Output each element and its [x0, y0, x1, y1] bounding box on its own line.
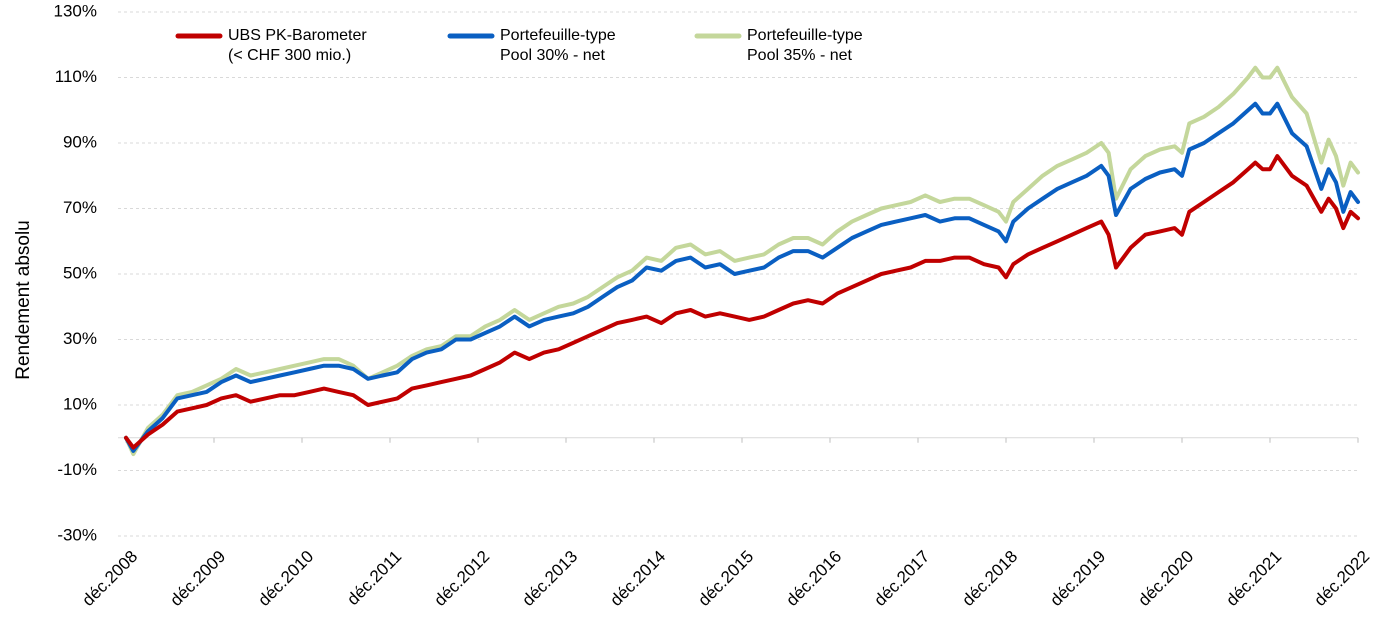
x-tick-label: déc.2011: [343, 547, 405, 609]
legend-label: Pool 30% - net: [500, 47, 606, 64]
y-tick-label: 50%: [63, 263, 97, 282]
x-tick-label: déc.2022: [1310, 547, 1373, 610]
series-line-pool-30: [124, 101, 1360, 453]
y-tick-label: 70%: [63, 198, 97, 217]
x-tick-label: déc.2020: [1134, 547, 1197, 610]
legend: UBS PK-Barometer (< CHF 300 mio.) Portefeu…: [175, 27, 863, 64]
x-tick-label: déc.2016: [782, 547, 845, 610]
series-line-pool-35: [124, 65, 1360, 457]
x-tick-label: déc.2008: [78, 547, 141, 610]
x-tick-label: déc.2018: [958, 547, 1021, 610]
x-tick-label: déc.2019: [1046, 547, 1109, 610]
y-tick-label: -30%: [57, 525, 97, 544]
x-tick-label: déc.2021: [1222, 547, 1285, 610]
legend-item-ubs-pk-barometer: UBS PK-Barometer (< CHF 300 mio.): [175, 27, 367, 64]
y-axis-ticks: -30% -10% 10% 30% 50% 70% 90% 110% 130%: [54, 1, 97, 544]
x-tick-label: déc.2017: [870, 547, 933, 610]
x-axis-ticks: déc.2008 déc.2009 déc.2010 déc.2011 déc.2012…: [78, 437, 1373, 610]
legend-label: UBS PK-Barometer: [228, 27, 367, 44]
series-line-ubs-pk-barometer: [124, 154, 1360, 450]
y-tick-label: 110%: [55, 67, 97, 86]
y-tick-label: 90%: [63, 132, 97, 151]
legend-label: (< CHF 300 mio.): [228, 47, 351, 64]
legend-label: Portefeuille-type: [747, 27, 863, 44]
x-tick-label: déc.2012: [430, 547, 493, 610]
x-tick-label: déc.2014: [606, 547, 669, 610]
y-tick-label: -10%: [57, 460, 97, 479]
x-tick-label: déc.2010: [254, 547, 317, 610]
series-lines: [124, 65, 1360, 457]
y-axis-title: Rendement absolu: [13, 220, 34, 380]
legend-item-pool-30: Portefeuille-type Pool 30% - net: [447, 27, 616, 64]
legend-label: Pool 35% - net: [747, 47, 853, 64]
y-tick-label: 130%: [54, 1, 97, 20]
y-tick-label: 10%: [63, 394, 97, 413]
legend-label: Portefeuille-type: [500, 27, 616, 44]
legend-item-pool-35: Portefeuille-type Pool 35% - net: [694, 27, 863, 64]
y-tick-label: 30%: [63, 329, 97, 348]
x-tick-label: déc.2015: [694, 547, 757, 610]
x-tick-label: déc.2013: [518, 547, 581, 610]
x-tick-label: déc.2009: [166, 547, 229, 610]
